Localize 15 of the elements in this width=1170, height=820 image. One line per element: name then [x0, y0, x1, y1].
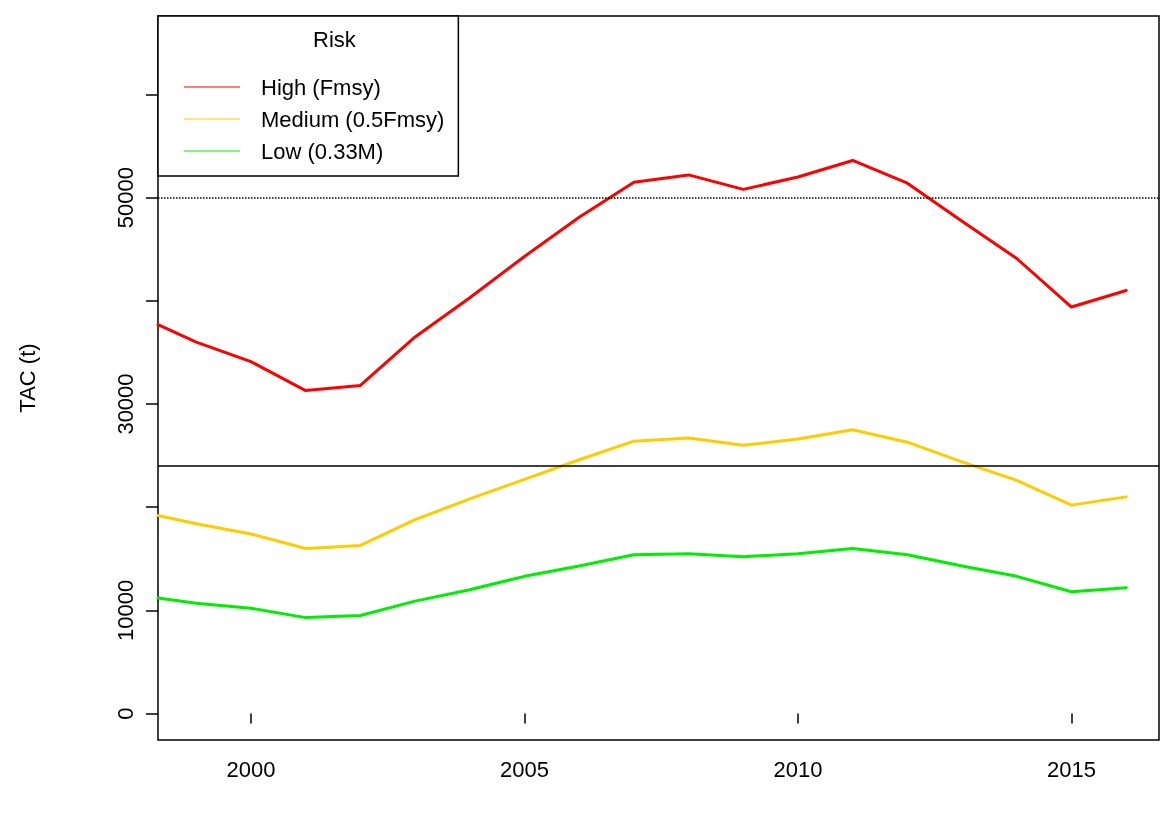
- x-tick-label: 2000: [226, 756, 276, 782]
- x-tick-label: 2005: [500, 756, 549, 782]
- x-tick-label: 2010: [773, 756, 823, 782]
- y-tick-label: 0: [112, 707, 138, 720]
- y-tick-label: 50000: [112, 167, 138, 229]
- legend-label: High (Fmsy): [261, 74, 381, 100]
- legend-label: Low (0.33M): [261, 138, 384, 164]
- y-tick-label: 10000: [112, 579, 138, 641]
- line-series: [156, 428, 1128, 550]
- x-tick-label: 2015: [1047, 756, 1096, 782]
- line-series: [156, 546, 1128, 620]
- y-axis-title: TAC (t): [14, 343, 40, 413]
- legend-label: Medium (0.5Fmsy): [261, 106, 445, 132]
- y-tick-label: 30000: [112, 373, 138, 435]
- legend-title: Risk: [313, 26, 357, 52]
